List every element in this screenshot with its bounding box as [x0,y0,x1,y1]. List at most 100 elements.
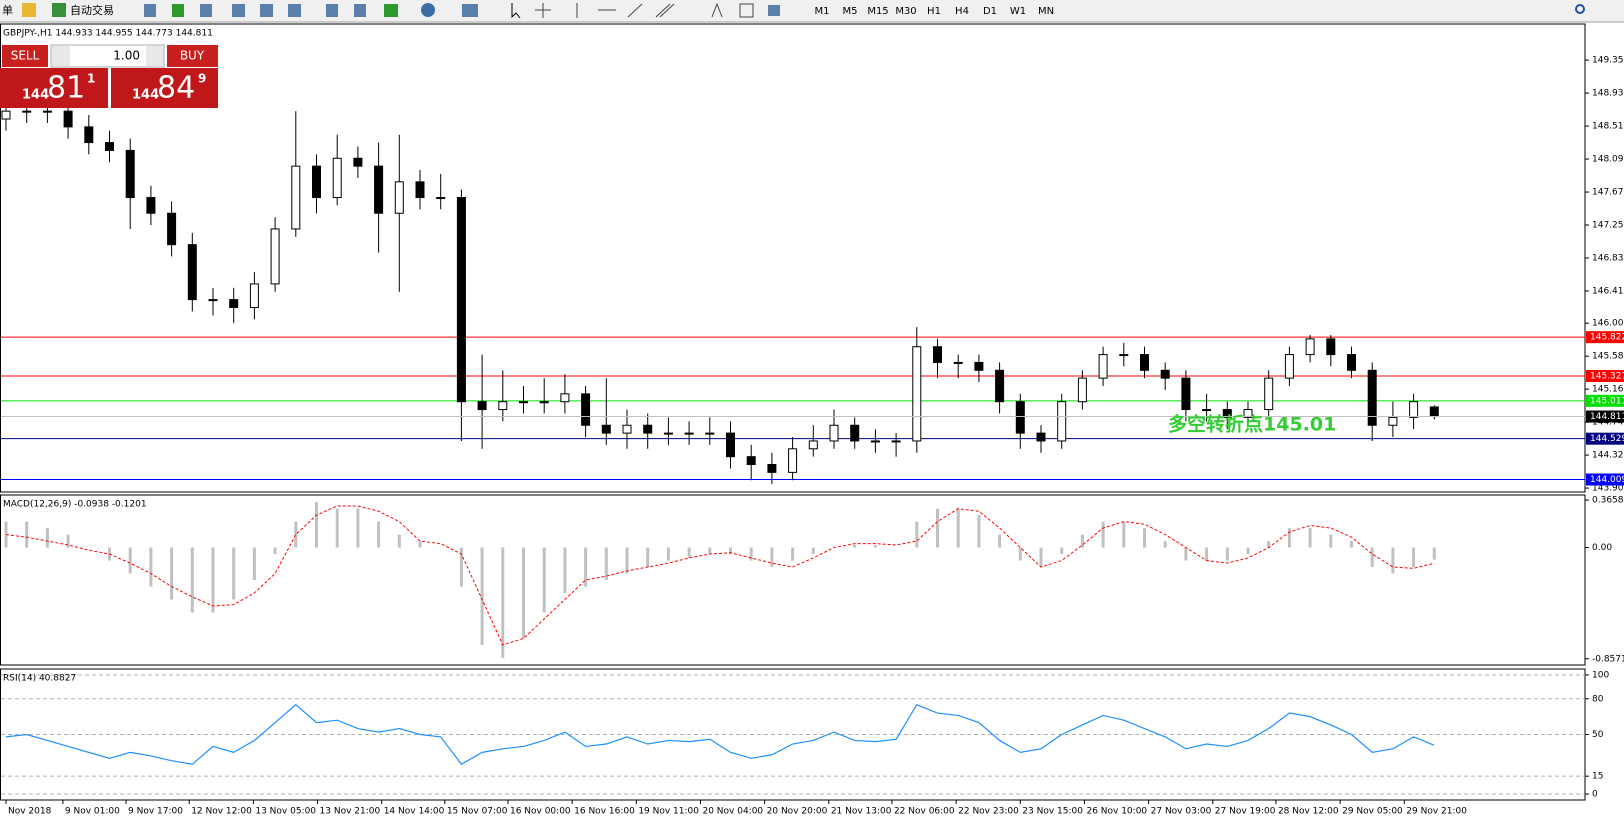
candle-body [1140,354,1149,371]
chart-title: GBPJPY-,H1 144.933 144.955 144.773 144.8… [3,29,213,39]
candle-body [394,181,404,214]
candle-body [663,432,673,435]
timeframe-button[interactable]: M5 [843,6,858,17]
y-tick-label: 147.250 [1592,221,1624,231]
timeframe-button[interactable]: M1 [815,6,830,17]
price-label: 145.011 [1590,396,1624,406]
x-tick-label: 13 Nov 05:00 [255,807,316,817]
icon[interactable] [288,4,301,17]
timeframe-button[interactable]: W1 [1010,6,1026,17]
x-tick-label: 26 Nov 10:00 [1086,807,1147,817]
y-tick-label: 148.090 [1592,155,1624,165]
candle-body [1243,409,1253,418]
timeframe-button[interactable]: M15 [867,6,888,17]
icon[interactable] [172,4,184,17]
timeframe-button[interactable]: H4 [955,6,969,17]
candle-body [1077,377,1087,403]
icon[interactable] [711,2,723,18]
icon[interactable] [421,3,435,17]
ask-pip: 9 [198,72,206,86]
candle-body [63,110,73,128]
y-tick-label: 146.830 [1592,254,1624,264]
icon[interactable] [22,3,36,17]
y-tick-label: 148.510 [1592,122,1624,132]
bid-box[interactable] [0,68,108,108]
x-tick-label: 23 Nov 15:00 [1022,807,1083,817]
y-tick-label: 148.930 [1592,89,1624,99]
candle-body [498,401,508,411]
icon[interactable] [739,3,754,18]
timeframe-button[interactable]: M30 [895,6,916,17]
icon[interactable] [511,3,521,19]
sell-button[interactable] [2,45,48,67]
icon[interactable] [260,4,273,17]
candle-body [539,401,549,404]
candle-body [974,361,984,371]
candle-body [891,440,901,443]
y-tick-label: 0.3658 [1592,496,1624,506]
icon[interactable] [200,4,212,17]
icon[interactable] [354,4,366,17]
x-tick-label: 29 Nov 05:00 [1342,807,1403,817]
lot-down[interactable] [52,46,70,66]
icon[interactable] [655,3,675,18]
y-tick-label: 0 [1592,790,1598,800]
panel-frame [0,494,1586,666]
x-tick-label: 21 Nov 13:00 [831,807,892,817]
y-tick-label: -0.8571 [1592,654,1624,664]
candle-body [726,432,735,458]
candle-body [353,157,363,167]
buy-button[interactable] [167,45,218,67]
y-tick-label: 0.00 [1592,543,1612,553]
icon[interactable] [535,3,551,18]
ask-box[interactable] [111,68,218,108]
ask-prefix: 144 [132,88,159,103]
x-tick-label: 16 Nov 00:00 [510,807,571,817]
icon[interactable] [326,4,338,17]
y-tick-label: 15 [1592,772,1603,782]
timeframe-button[interactable]: D1 [983,6,997,17]
x-tick-label: 13 Nov 21:00 [320,807,381,817]
icon[interactable] [144,4,156,17]
icon[interactable] [627,3,643,18]
toolbar [0,0,1624,22]
timeframe-button[interactable]: H1 [927,6,941,17]
x-tick-label: 12 Nov 12:00 [191,807,252,817]
autotrade-button[interactable]: 自动交易 [70,3,114,17]
indicator-title: RSI(14) 40.8827 [3,674,76,684]
candle-body [208,299,218,302]
search-icon[interactable] [1575,4,1585,14]
icon[interactable] [768,5,780,16]
candle-body [229,299,239,308]
y-tick-label: 144.740 [1592,418,1624,428]
icon[interactable] [462,4,478,17]
candle-body [249,283,259,308]
x-tick-label: 14 Nov 14:00 [384,807,445,817]
price-label-box [1586,432,1624,445]
candle-body [1202,409,1212,412]
candle-body [1119,354,1129,357]
candle-body [643,424,653,434]
candle-body [933,346,942,363]
x-tick-label: 27 Nov 03:00 [1151,807,1212,817]
lot-value[interactable]: 1.00 [113,49,140,63]
icon[interactable] [232,4,245,17]
candle-body [167,212,177,246]
menu-button[interactable]: 单 [2,4,13,17]
candle-body [436,197,446,200]
candle-body [105,142,114,151]
buy-label[interactable]: BUY [180,49,205,63]
autotrade-icon[interactable] [52,3,66,17]
candle-body [1036,432,1046,442]
lot-input[interactable] [50,44,165,68]
candle-body [456,197,466,403]
x-tick-label: 16 Nov 16:00 [574,807,635,817]
sell-label[interactable]: SELL [11,49,40,63]
timeframe-bar: M1 M5 M15 M30 H1 H4 D1 W1 MN [815,6,1055,17]
lot-up[interactable] [146,46,163,66]
icon[interactable] [384,4,398,17]
candle-body [912,346,922,442]
y-tick-label: 80 [1592,694,1604,704]
timeframe-button[interactable]: MN [1038,6,1054,17]
y-tick-label: 146.410 [1592,286,1624,296]
